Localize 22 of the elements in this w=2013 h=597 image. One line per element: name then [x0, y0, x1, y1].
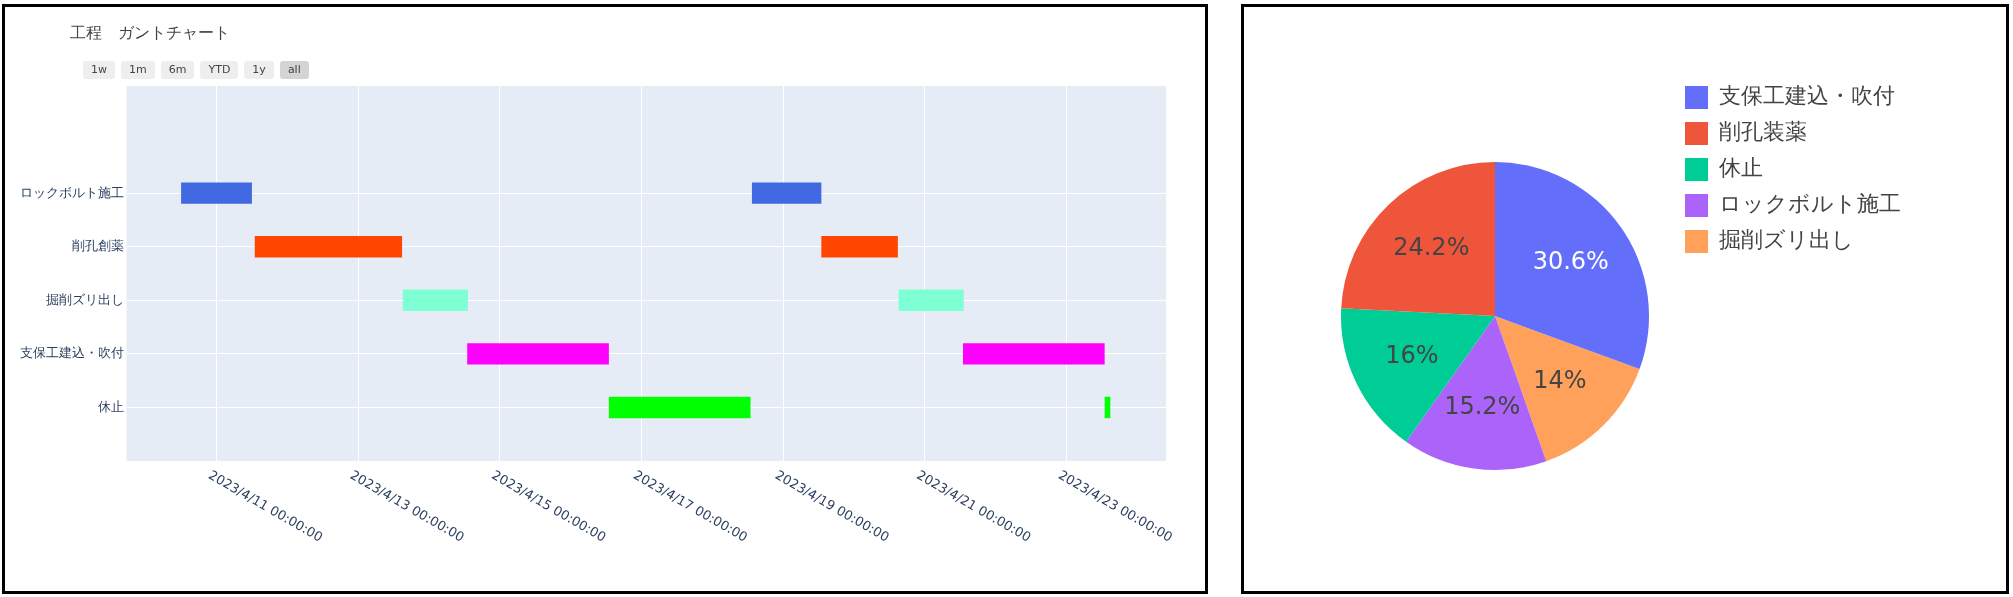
range-button: 1y — [244, 61, 274, 79]
range-button: 1w — [83, 61, 115, 79]
data-label: 24.2% — [1393, 233, 1470, 262]
range-button: YTD — [200, 61, 239, 79]
y-tick-label: ロックボルト施工 — [19, 184, 124, 200]
range-button: all — [279, 61, 309, 79]
range-button: 6m — [160, 61, 195, 79]
data-label: 16% — [1385, 340, 1439, 369]
y-tick-label: 掘削ズリ出し — [45, 291, 124, 307]
chart-title: 工程 ガントチャート — [70, 23, 230, 43]
data-label: 30.6% — [1532, 247, 1609, 276]
legend-label: 支保工建込・吹付 — [1719, 83, 1895, 109]
legend-label: 掘削ズリ出し — [1719, 227, 1854, 253]
legend-label: 休止 — [1719, 155, 1763, 181]
data-label: 14% — [1533, 365, 1587, 394]
range-button: 1m — [121, 61, 155, 79]
y-tick-label: 休止 — [97, 398, 124, 414]
data-label: 15.2% — [1444, 391, 1521, 420]
legend-label: ロックボルト施工 — [1719, 191, 1901, 217]
y-tick-label: 支保工建込・吹付 — [19, 345, 124, 361]
y-tick-label: 削孔創薬 — [71, 238, 124, 254]
legend-label: 削孔装薬 — [1719, 119, 1807, 145]
